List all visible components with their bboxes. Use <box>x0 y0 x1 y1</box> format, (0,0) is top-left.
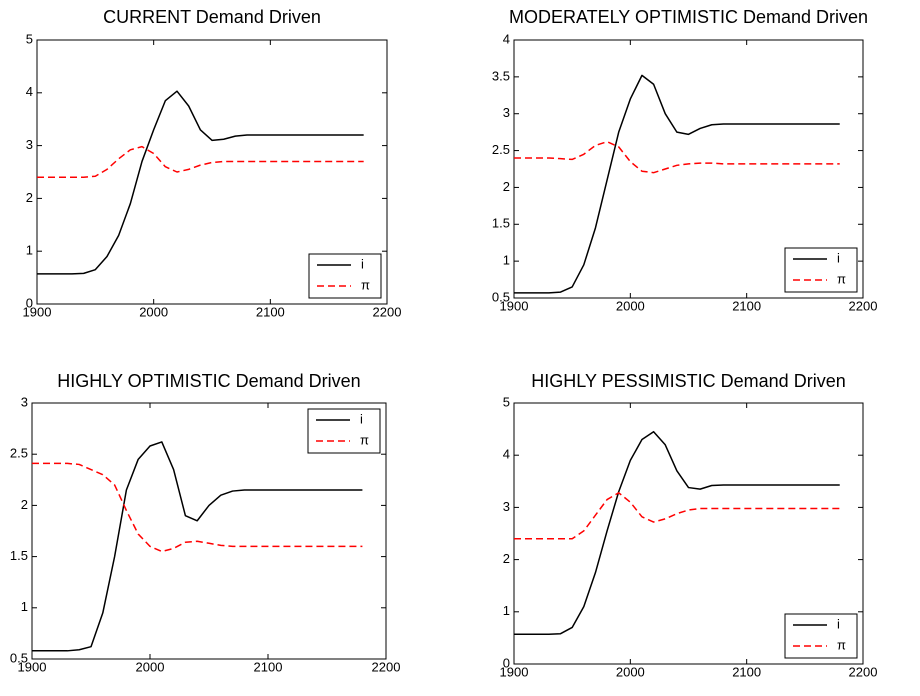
x-tick-label: 2100 <box>254 659 283 674</box>
x-tick-label: 2200 <box>373 304 402 319</box>
legend-box <box>308 253 382 299</box>
plot-frame <box>513 39 864 299</box>
x-tick-label: 2200 <box>372 659 401 674</box>
y-tick-label: 0 <box>503 655 510 670</box>
y-tick-label: 1.5 <box>492 216 510 231</box>
series-line <box>514 492 840 540</box>
x-tick-label: 2100 <box>732 298 761 313</box>
plot-frame <box>36 39 388 305</box>
series-line <box>37 90 364 275</box>
y-tick-label: 1 <box>503 253 510 268</box>
series-line <box>32 441 363 652</box>
legend-label: π <box>837 271 846 286</box>
x-tick-label: 2000 <box>616 298 645 313</box>
y-tick-label: 3 <box>26 137 33 152</box>
chart-title: MODERATELY OPTIMISTIC Demand Driven <box>509 7 868 27</box>
legend-label: i <box>837 616 840 631</box>
y-tick-label: 4 <box>503 31 510 46</box>
legend-box <box>784 613 858 659</box>
y-tick-label: 5 <box>503 394 510 409</box>
legend-label: i <box>361 256 364 271</box>
series-line <box>514 140 840 174</box>
legend-label: i <box>360 411 363 426</box>
x-tick-label: 2100 <box>256 304 285 319</box>
series-line <box>514 430 840 635</box>
x-tick-label: 2100 <box>732 664 761 679</box>
plot-frame <box>513 402 864 665</box>
x-tick-label: 2000 <box>136 659 165 674</box>
legend-label: i <box>837 250 840 265</box>
y-tick-label: 3 <box>21 394 28 409</box>
legend-label: π <box>837 637 846 652</box>
y-tick-label: 2.5 <box>10 446 28 461</box>
y-tick-label: 3 <box>503 499 510 514</box>
x-tick-label: 2000 <box>139 304 168 319</box>
y-tick-label: 2 <box>503 179 510 194</box>
y-tick-label: 2.5 <box>492 142 510 157</box>
y-tick-label: 1 <box>503 603 510 618</box>
legend-label: π <box>361 277 370 292</box>
y-tick-label: 0.5 <box>10 650 28 665</box>
y-tick-label: 4 <box>503 447 510 462</box>
legend-box <box>307 408 381 454</box>
x-tick-label: 1900 <box>500 664 529 679</box>
y-tick-label: 1.5 <box>10 548 28 563</box>
series-line <box>32 462 363 553</box>
x-tick-label: 1900 <box>500 298 529 313</box>
chart-title: HIGHLY PESSIMISTIC Demand Driven <box>531 371 845 391</box>
x-tick-label: 1900 <box>23 304 52 319</box>
series-line <box>37 145 364 179</box>
x-tick-label: 2200 <box>849 664 878 679</box>
legend-box <box>784 247 858 293</box>
y-tick-label: 5 <box>26 31 33 46</box>
y-tick-label: 0 <box>26 295 33 310</box>
chart-title: HIGHLY OPTIMISTIC Demand Driven <box>57 371 360 391</box>
x-tick-label: 2000 <box>616 664 645 679</box>
y-tick-label: 2 <box>21 497 28 512</box>
y-tick-label: 1 <box>26 243 33 258</box>
x-tick-label: 2200 <box>849 298 878 313</box>
y-tick-label: 0.5 <box>492 289 510 304</box>
legend-label: π <box>360 432 369 447</box>
series-line <box>514 74 840 294</box>
y-tick-label: 4 <box>26 84 33 99</box>
y-tick-label: 3.5 <box>492 68 510 83</box>
y-tick-label: 1 <box>21 599 28 614</box>
chart-title: CURRENT Demand Driven <box>103 7 321 27</box>
y-tick-label: 3 <box>503 105 510 120</box>
y-tick-label: 2 <box>26 190 33 205</box>
x-tick-label: 1900 <box>18 659 47 674</box>
y-tick-label: 2 <box>503 551 510 566</box>
plot-frame <box>31 402 387 660</box>
